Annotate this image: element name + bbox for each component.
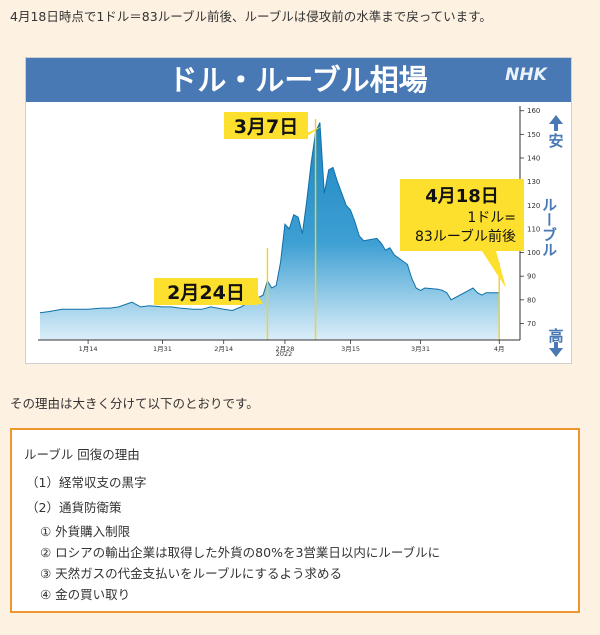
x-tick-label: 3月31 [411, 345, 430, 353]
x-tick-label: 4月 [494, 345, 505, 353]
x-ticks: 1月14 1月31 2月14 2月28 3月15 3月31 4月 [79, 340, 505, 353]
callout-mar7-text: 3月7日 [234, 116, 298, 138]
reason-sub-1: ① 外貨購入制限 [40, 524, 131, 539]
callout-apr18-date: 4月18日 [425, 186, 499, 207]
reasons-box: ルーブル 回復の理由 （1）経常収支の黒字 （2）通貨防衛策 ① 外貨購入制限 … [10, 428, 580, 613]
y-axis-direction: 安 ルーブル 高 [540, 115, 564, 357]
chart-title-bar [26, 58, 571, 102]
y-tick-label: 160 [527, 107, 540, 115]
callout-apr18-line1: 1ドル= [467, 210, 516, 226]
year-label: 2022 [276, 350, 293, 358]
dollar-ruble-chart: ドル・ルーブル相場 NHK 70 80 90 100 110 120 130 140 150 16… [25, 57, 572, 364]
y-label-bottom: 高 [548, 327, 563, 345]
y-tick-label: 140 [527, 155, 540, 163]
reason-item-2: （2）通貨防衛策 [26, 500, 122, 515]
y-tick-label: 80 [527, 296, 536, 304]
intro-text: 4月18日時点で1ドル＝83ルーブル前後、ルーブルは侵攻前の水準まで戻っています… [10, 9, 492, 24]
y-tick-label: 150 [527, 131, 540, 139]
nhk-logo: NHK [505, 65, 548, 85]
y-ticks: 70 80 90 100 110 120 130 140 150 160 [520, 107, 540, 328]
x-tick-label: 3月15 [341, 345, 360, 353]
ruble-area [40, 122, 500, 340]
y-tick-label: 100 [527, 249, 540, 257]
y-label-mid: ルーブル [540, 197, 558, 257]
ruble-line [39, 122, 500, 314]
arrow-up-icon [549, 115, 563, 131]
x-tick-label: 1月14 [79, 345, 98, 353]
arrow-down-icon [549, 342, 563, 357]
reason-intro-text: その理由は大きく分けて以下のとおりです。 [10, 396, 259, 411]
reason-sub-4: ④ 金の買い取り [40, 587, 131, 602]
callout-feb24: 2月24日 [154, 278, 263, 305]
reasons-title: ルーブル 回復の理由 [24, 447, 140, 462]
callout-mar7: 3月7日 [224, 112, 322, 139]
reason-item-1: （1）経常収支の黒字 [26, 475, 147, 490]
reason-sub-2: ② ロシアの輸出企業は取得した外貨の80%を3営業日以内にルーブルに [40, 545, 441, 560]
y-tick-label: 90 [527, 273, 536, 281]
y-label-top: 安 [548, 132, 563, 150]
callout-feb24-text: 2月24日 [167, 282, 245, 304]
chart-title: ドル・ルーブル相場 [168, 63, 427, 97]
chart-svg: ドル・ルーブル相場 NHK 70 80 90 100 110 120 130 140 150 16… [26, 58, 571, 358]
x-tick-label: 1月31 [153, 345, 172, 353]
callout-apr18: 4月18日 1ドル= 83ルーブル前後 [400, 179, 524, 288]
x-tick-label: 2月28 [275, 345, 294, 353]
reason-sub-3: ③ 天然ガスの代金支払いをルーブルにするよう求める [40, 566, 343, 581]
y-tick-label: 110 [527, 225, 540, 233]
y-tick-label: 70 [527, 320, 536, 328]
y-tick-label: 130 [527, 178, 540, 186]
callout-apr18-line2: 83ルーブル前後 [415, 228, 516, 245]
y-tick-label: 120 [527, 202, 540, 210]
x-tick-label: 2月14 [214, 345, 233, 353]
